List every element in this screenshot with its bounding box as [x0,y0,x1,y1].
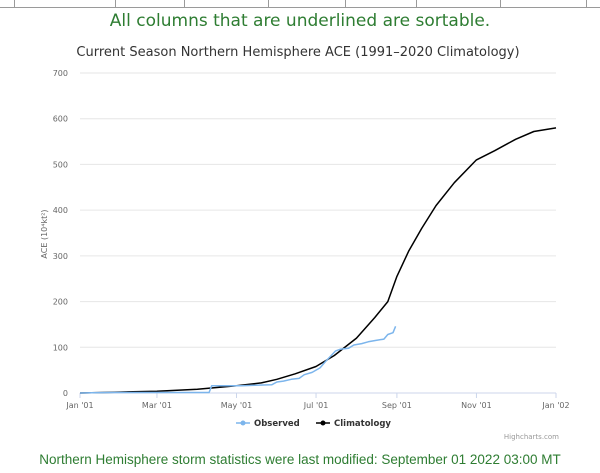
y-tick-label: 400 [53,206,68,215]
y-tick-labels: 0 100 200 300 400 500 600 700 [53,69,68,398]
grid-lines [80,72,556,394]
chart-title: Current Season Northern Hemisphere ACE (… [76,45,519,60]
y-tick-label: 0 [63,389,68,398]
legend-marker [240,420,246,426]
ace-chart-svg: Current Season Northern Hemisphere ACE (… [40,45,570,441]
x-tick-labels: Jan '01 Mar '01 May '01 Jul '01 Sep '01 Nov '… [65,393,570,410]
x-tick-label: May '01 [221,401,252,410]
series-line-climatology[interactable] [79,127,557,394]
ace-chart: Current Season Northern Hemisphere ACE (… [0,36,600,446]
legend-marker [320,420,326,426]
y-tick-label: 500 [53,160,68,169]
legend-label: Climatology [334,419,391,429]
top-table-rule [0,0,600,8]
x-tick-label: Jan '01 [65,401,93,410]
y-tick-label: 200 [53,298,68,307]
last-modified-note: Northern Hemisphere storm statistics wer… [39,452,561,467]
x-tick-label: Jul '01 [303,401,329,410]
y-axis-label: ACE (10⁴kt²) [40,209,49,258]
legend-item-observed[interactable]: Observed [236,419,300,429]
sortable-columns-note: All columns that are underlined are sort… [109,11,491,31]
chart-legend[interactable]: Observed Climatology [236,419,391,429]
x-tick-label: Jan '02 [541,401,569,410]
y-tick-label: 700 [53,69,68,78]
series-line-observed[interactable] [79,326,397,394]
legend-label: Observed [254,419,300,429]
series-layer [79,127,557,394]
y-tick-label: 600 [53,115,68,124]
x-tick-label: Nov '01 [461,401,492,410]
highcharts-credit[interactable]: Highcharts.com [504,433,559,441]
x-tick-label: Mar '01 [142,401,172,410]
legend-item-climatology[interactable]: Climatology [316,419,391,429]
y-tick-label: 300 [53,252,68,261]
x-tick-label: Sep '01 [382,401,412,410]
y-tick-label: 100 [53,343,68,352]
